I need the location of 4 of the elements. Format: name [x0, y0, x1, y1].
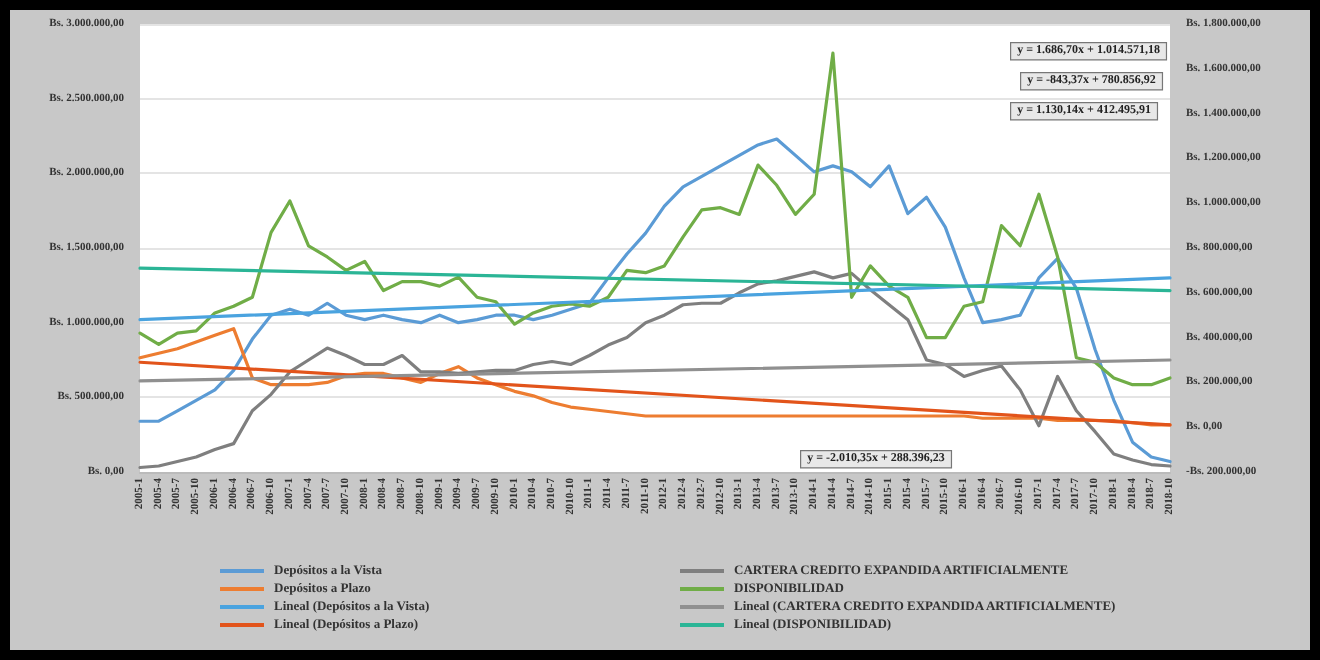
line-series: [138, 137, 1172, 464]
line-series: [138, 51, 1172, 387]
line-series: [138, 327, 1172, 427]
line-series: [138, 270, 1172, 470]
